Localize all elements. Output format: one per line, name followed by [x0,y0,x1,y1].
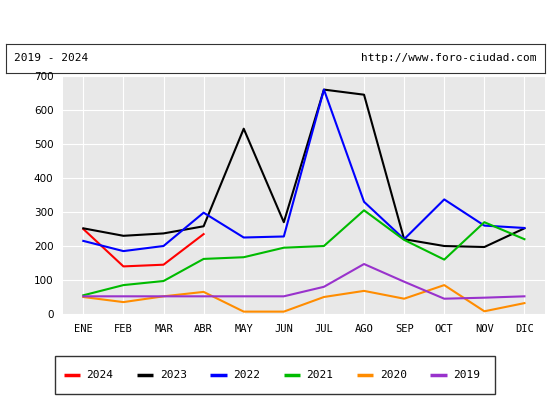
Text: 2020: 2020 [380,370,407,380]
Text: 2024: 2024 [86,370,113,380]
Text: 2019: 2019 [453,370,480,380]
Text: 2021: 2021 [306,370,333,380]
Text: http://www.foro-ciudad.com: http://www.foro-ciudad.com [361,54,536,64]
Text: 2019 - 2024: 2019 - 2024 [14,54,88,64]
Text: 2023: 2023 [160,370,187,380]
Text: Evolucion Nº Turistas Extranjeros en el municipio de Hervás: Evolucion Nº Turistas Extranjeros en el … [68,14,482,28]
FancyBboxPatch shape [55,356,495,394]
Text: 2022: 2022 [233,370,260,380]
